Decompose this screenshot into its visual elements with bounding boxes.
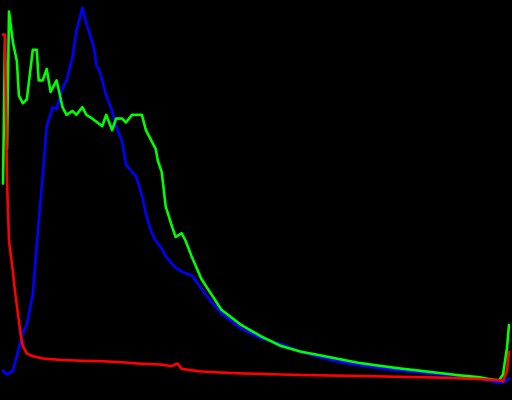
histogram-chart: [0, 0, 512, 400]
plot-background: [0, 0, 512, 400]
